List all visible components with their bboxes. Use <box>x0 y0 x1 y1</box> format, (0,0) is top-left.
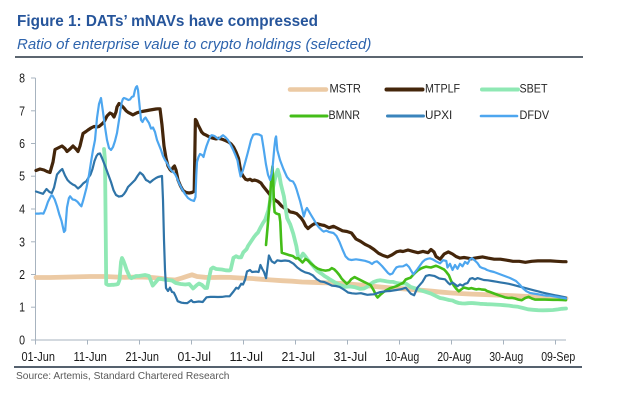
svg-text:31-Jul: 31-Jul <box>333 349 367 364</box>
svg-text:3: 3 <box>19 234 25 249</box>
svg-text:2: 2 <box>19 267 25 282</box>
svg-text:10-Aug: 10-Aug <box>385 349 419 364</box>
svg-text:21-Jul: 21-Jul <box>281 349 315 364</box>
svg-text:4: 4 <box>19 202 25 217</box>
svg-text:11-Jun: 11-Jun <box>73 349 107 364</box>
svg-text:7: 7 <box>19 103 25 118</box>
svg-text:0: 0 <box>19 333 25 348</box>
svg-text:1: 1 <box>19 300 25 315</box>
svg-text:8: 8 <box>19 71 25 86</box>
svg-text:21-Jun: 21-Jun <box>125 349 159 364</box>
svg-text:01-Jul: 01-Jul <box>177 349 211 364</box>
svg-text:01-Jun: 01-Jun <box>21 349 55 364</box>
svg-text:5: 5 <box>19 169 25 184</box>
svg-text:MSTR: MSTR <box>330 84 361 96</box>
svg-text:DFDV: DFDV <box>520 110 550 122</box>
svg-text:MTPLF: MTPLF <box>425 84 460 96</box>
svg-text:20-Aug: 20-Aug <box>437 349 471 364</box>
svg-text:UPXI: UPXI <box>425 110 452 122</box>
svg-text:09-Sep: 09-Sep <box>541 349 575 364</box>
svg-text:30-Aug: 30-Aug <box>489 349 523 364</box>
svg-text:SBET: SBET <box>520 84 548 96</box>
svg-text:BMNR: BMNR <box>329 110 361 122</box>
svg-text:11-Jul: 11-Jul <box>229 349 263 364</box>
svg-text:6: 6 <box>19 136 25 151</box>
